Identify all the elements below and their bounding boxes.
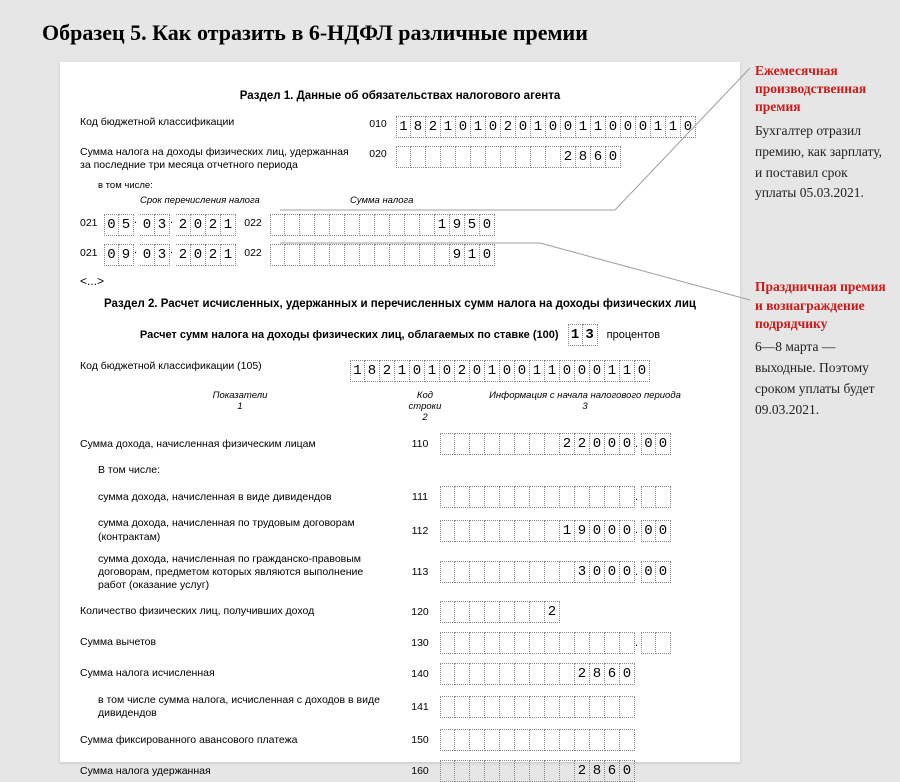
s2-col2-label: Код строки [400, 390, 450, 412]
s2-col3-label: Информация с начала налогового периода [450, 390, 720, 401]
s2-line-label: сумма дохода, начисленная по трудовым до… [80, 517, 400, 543]
s2-line-cells: 2860 [440, 760, 635, 782]
note-1-title: Ежемесячная производ­ственная премия [755, 62, 890, 117]
s2-col1-num: 1 [80, 401, 400, 412]
s1-detail-row: 021 09.03.2021 022 910 [80, 244, 720, 266]
s1-kbk-code: 010 [360, 116, 396, 130]
s2-col3-num: 3 [450, 401, 720, 412]
s1-kbk-row: Код бюджетной классификации 010 18210102… [80, 116, 720, 138]
s2-detail-rows: Сумма дохода, начисленная физическим лиц… [80, 433, 720, 782]
section2-heading: Раздел 2. Расчет исчисленных, удержанных… [80, 298, 720, 310]
s2-line-code: 150 [400, 734, 440, 746]
s1-taxsum-label: Сумма налога на доходы физических лиц, у… [80, 146, 360, 172]
s1-ellipsis: <...> [80, 274, 720, 288]
s2-line: Сумма налога исчисленная 140 2860 [80, 663, 720, 685]
col-srok: Срок перечисления налога [140, 195, 300, 206]
note-1-body: Бухгалтер отразил премию, как зар­плату,… [755, 121, 890, 205]
s2-line: сумма дохода, начисленная по трудовым до… [80, 517, 720, 543]
s2-line-cells: 2 [440, 601, 560, 623]
s1-taxsum-cells: 2860 [396, 146, 621, 168]
s1-taxsum-code: 020 [360, 146, 396, 160]
s2-line-cells [440, 729, 635, 751]
s2-line-label: Сумма вычетов [80, 636, 400, 649]
note-1: Ежемесячная производ­ственная премия Бух… [755, 62, 890, 204]
s2-line: Количество физических лиц, получивших до… [80, 601, 720, 623]
s1-kbk-label: Код бюджетной классификации [80, 116, 360, 129]
s2-line-cells: 3000.00 [440, 561, 671, 583]
s2-col2-num: 2 [400, 412, 450, 423]
s2-col-headers: Показатели 1 Код строки 2 Информация с н… [80, 390, 720, 423]
s2-line-label: Сумма налога удержанная [80, 765, 400, 778]
s1-detail-rows: 021 05.03.2021 022 1950 021 09.03.2021 0… [80, 214, 720, 266]
s2-rate-before: Расчет сумм налога на доходы физических … [140, 329, 559, 341]
s2-line-code: 113 [400, 566, 440, 578]
s2-line-label: сумма дохода, начисленная по гражданско-… [80, 553, 400, 592]
s2-line-cells: 22000.00 [440, 433, 671, 455]
note-2-body: 6—8 марта — выходные. Поэтому сроком упл… [755, 337, 890, 421]
s2-line-cells: 19000.00 [440, 520, 671, 542]
s2-rate-cells: 13 [568, 324, 598, 346]
s2-line-cells: . [440, 486, 671, 508]
section1-heading: Раздел 1. Данные об обязательствах налог… [80, 90, 720, 102]
s2-kbk-row: Код бюджетной классификации (105) 182101… [80, 360, 720, 382]
s1-row-rightcode: 022 [236, 214, 270, 229]
s2-line-label: Сумма налога исчисленная [80, 667, 400, 680]
s2-line: сумма дохода, начисленная по гражданско-… [80, 553, 720, 592]
s1-row-amount: 910 [270, 244, 495, 266]
s2-line-cells: . [440, 632, 671, 654]
col-summa: Сумма налога [350, 195, 490, 206]
s2-line-cells [440, 696, 635, 718]
s2-line-code: 141 [400, 701, 440, 713]
s1-col-headers: Срок перечисления налога Сумма налога [80, 195, 720, 206]
form-paper: Раздел 1. Данные об обязательствах налог… [60, 62, 740, 762]
s2-line: Сумма вычетов 130 . [80, 632, 720, 654]
s2-rate-after: процентов [607, 329, 660, 341]
side-notes: Ежемесячная производ­ственная премия Бух… [755, 62, 890, 495]
s1-detail-row: 021 05.03.2021 022 1950 [80, 214, 720, 236]
s1-row-leftcode: 021 [80, 214, 104, 229]
s2-line-label: сумма дохода, начисленная в виде дивиден… [80, 491, 400, 504]
s2-line: Сумма фиксированного авансового платежа … [80, 729, 720, 751]
note-2: Праздничная премия и воз­награждение под… [755, 278, 890, 420]
s1-kbk-cells: 18210102010011000110 [396, 116, 696, 138]
s2-kbk-cells: 18210102010011000110 [350, 360, 650, 382]
s2-line: сумма дохода, начисленная в виде дивиден… [80, 486, 720, 508]
s2-line: Сумма налога удержанная 160 2860 [80, 760, 720, 782]
s1-taxsum-row: Сумма налога на доходы физических лиц, у… [80, 146, 720, 172]
s2-line-label: Количество физических лиц, получивших до… [80, 605, 400, 618]
s2-line-label: Сумма фиксированного авансового платежа [80, 734, 400, 747]
page-title: Образец 5. Как отразить в 6-НДФЛ различн… [0, 0, 900, 58]
s2-line-label: в том числе сумма налога, исчисленная с … [80, 694, 400, 720]
s2-rate-row: Расчет сумм налога на доходы физических … [80, 324, 720, 346]
s2-line-code: 160 [400, 765, 440, 777]
s2-col1-label: Показатели [80, 390, 400, 401]
s2-line-code: 120 [400, 606, 440, 618]
s2-line-code: 112 [400, 525, 440, 537]
s1-row-amount: 1950 [270, 214, 495, 236]
s2-line-code: 140 [400, 668, 440, 680]
s2-line: в том числе сумма налога, исчисленная с … [80, 694, 720, 720]
s1-row-date: 09.03.2021 [104, 244, 236, 266]
s2-line-code: 130 [400, 637, 440, 649]
s2-kbk-label: Код бюджетной классификации (105) [80, 360, 280, 373]
s2-line-label: Сумма дохода, начисленная физическим лиц… [80, 438, 400, 451]
s1-row-rightcode: 022 [236, 244, 270, 259]
s2-line-code: 110 [400, 438, 440, 450]
note-2-title: Праздничная премия и воз­награждение под… [755, 278, 890, 333]
s2-line: Сумма дохода, начисленная физическим лиц… [80, 433, 720, 455]
s1-including: в том числе: [98, 180, 720, 191]
s2-line-label: В том числе: [80, 464, 400, 477]
s2-line-cells: 2860 [440, 663, 635, 685]
s1-row-leftcode: 021 [80, 244, 104, 259]
s2-line-code: 111 [400, 491, 440, 503]
s1-row-date: 05.03.2021 [104, 214, 236, 236]
s2-line: В том числе: [80, 464, 720, 477]
